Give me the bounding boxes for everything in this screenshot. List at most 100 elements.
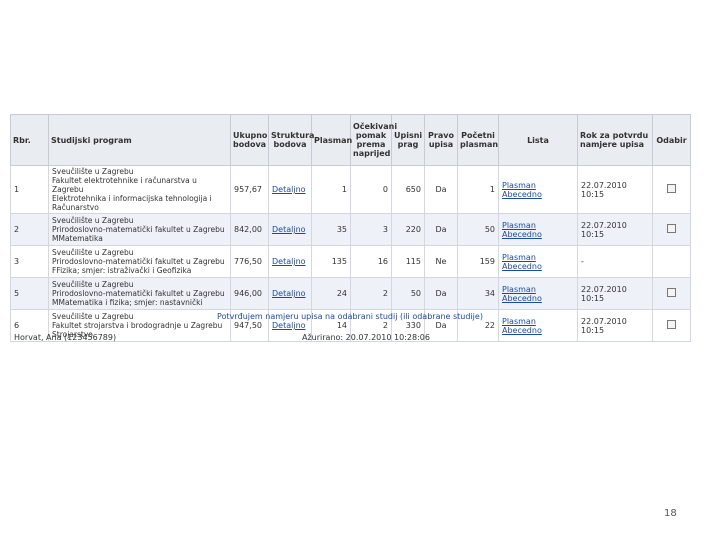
header-ocekivani: Očekivani pomak prema naprijed [350, 114, 397, 166]
cell-plasman: 24 [311, 277, 351, 310]
detaljno-link[interactable]: Detaljno [272, 225, 306, 234]
cell-pravo: Da [424, 165, 458, 214]
cell-pomak: 0 [350, 165, 392, 214]
cell-pomak: 3 [350, 213, 392, 246]
plasman-link[interactable]: Plasman [502, 316, 536, 326]
cell-pomak: 16 [350, 245, 392, 278]
header-prag: Upisni prag [391, 114, 425, 166]
cell-lista: Plasman Abecedno [498, 309, 578, 342]
select-checkbox[interactable] [667, 320, 676, 329]
plasman-link[interactable]: Plasman [502, 284, 536, 294]
cell-rbr: 1 [10, 165, 49, 214]
plasman-link[interactable]: Plasman [502, 180, 536, 190]
header-odabir: Odabir [652, 114, 691, 166]
cell-struktura: Detaljno [268, 213, 312, 246]
cell-prag: 650 [391, 165, 425, 214]
cell-lista: Plasman Abecedno [498, 213, 578, 246]
cell-program: Sveučilište u Zagrebu Fakultet strojarst… [48, 309, 231, 342]
abecedno-link[interactable]: Abecedno [502, 189, 542, 199]
header-program: Studijski program [48, 114, 231, 166]
cell-ukupno: 957,67 [230, 165, 269, 214]
cell-prag: 220 [391, 213, 425, 246]
cell-odabir [652, 245, 691, 278]
table-row: 1 Sveučilište u Zagrebu Fakultet elektrot… [10, 165, 691, 214]
cell-pravo: Ne [424, 245, 458, 278]
cell-plasman: 1 [311, 165, 351, 214]
abecedno-link[interactable]: Abecedno [502, 229, 542, 239]
cell-plasman: 135 [311, 245, 351, 278]
table-body: 1 Sveučilište u Zagrebu Fakultet elektrot… [10, 165, 691, 342]
cell-pocetni: 1 [457, 165, 499, 214]
cell-pocetni: 22 [457, 309, 499, 342]
abecedno-link[interactable]: Abecedno [502, 325, 542, 335]
page-number: 18 [664, 508, 677, 519]
cell-pomak: 2 [350, 277, 392, 310]
cell-rbr: 3 [10, 245, 49, 278]
cell-struktura: Detaljno [268, 165, 312, 214]
table-header-row: Rbr. Studijski program Ukupno bodova Str… [10, 114, 691, 166]
table-row: 6 Sveučilište u Zagrebu Fakultet strojars… [10, 309, 691, 342]
cell-pravo: Da [424, 213, 458, 246]
cell-pravo: Da [424, 277, 458, 310]
header-pravo: Pravo upisa [424, 114, 458, 166]
confirm-enrollment-link[interactable]: Potvrđujem namjeru upisa na odabrani stu… [10, 312, 690, 321]
cell-struktura: Detaljno [268, 245, 312, 278]
header-ukupno: Ukupno bodova [230, 114, 269, 166]
table-row: 5 Sveučilište u Zagrebu Prirodoslovno-mat… [10, 277, 691, 310]
cell-program: Sveučilište u Zagrebu Prirodoslovno-mate… [48, 245, 231, 278]
cell-rok: - [577, 245, 653, 278]
cell-rok: 22.07.2010 10:15 [577, 213, 653, 246]
last-updated: Ažurirano: 20.07.2010 10:28:06 [302, 333, 430, 342]
detaljno-link[interactable]: Detaljno [272, 321, 306, 330]
header-lista: Lista [498, 114, 578, 166]
cell-lista: Plasman Abecedno [498, 165, 578, 214]
header-rbr: Rbr. [10, 114, 49, 166]
cell-pocetni: 159 [457, 245, 499, 278]
cell-struktura: Detaljno [268, 277, 312, 310]
cell-rbr: 5 [10, 277, 49, 310]
header-plasman: Plasman [311, 114, 352, 166]
select-checkbox[interactable] [667, 288, 676, 297]
table-row: 3 Sveučilište u Zagrebu Prirodoslovno-mat… [10, 245, 691, 278]
cell-pocetni: 34 [457, 277, 499, 310]
detaljno-link[interactable]: Detaljno [272, 257, 306, 266]
detaljno-link[interactable]: Detaljno [272, 289, 306, 298]
header-pocetni: Početni plasman [457, 114, 499, 166]
table-row: 2 Sveučilište u Zagrebu Prirodoslovno-mat… [10, 213, 691, 246]
user-name: Horvat, Ana (123456789) [14, 333, 117, 342]
confirm-enrollment-text[interactable]: Potvrđujem namjeru upisa na odabrani stu… [217, 312, 483, 321]
cell-odabir [652, 309, 691, 342]
select-checkbox[interactable] [667, 224, 676, 233]
cell-ukupno: 947,50 [230, 309, 269, 342]
plasman-link[interactable]: Plasman [502, 252, 536, 262]
cell-program: Sveučilište u Zagrebu Prirodoslovno-mate… [48, 213, 231, 246]
cell-rok: 22.07.2010 10:15 [577, 277, 653, 310]
cell-rok: 22.07.2010 10:15 [577, 165, 653, 214]
cell-prag: 330 [391, 309, 425, 342]
cell-plasman: 35 [311, 213, 351, 246]
abecedno-link[interactable]: Abecedno [502, 293, 542, 303]
cell-program: Sveučilište u Zagrebu Prirodoslovno-mate… [48, 277, 231, 310]
cell-rbr: 6 [10, 309, 49, 342]
abecedno-link[interactable]: Abecedno [502, 261, 542, 271]
cell-lista: Plasman Abecedno [498, 245, 578, 278]
cell-rbr: 2 [10, 213, 49, 246]
cell-ukupno: 946,00 [230, 277, 269, 310]
cell-prag: 115 [391, 245, 425, 278]
plasman-link[interactable]: Plasman [502, 220, 536, 230]
cell-prag: 50 [391, 277, 425, 310]
cell-ukupno: 776,50 [230, 245, 269, 278]
select-checkbox[interactable] [667, 184, 676, 193]
cell-pocetni: 50 [457, 213, 499, 246]
cell-ukupno: 842,00 [230, 213, 269, 246]
cell-program: Sveučilište u Zagrebu Fakultet elektrote… [48, 165, 231, 214]
header-struktura: Struktura bodova [268, 114, 314, 166]
detaljno-link[interactable]: Detaljno [272, 185, 306, 194]
enrollment-table: Rbr. Studijski program Ukupno bodova Str… [10, 114, 691, 342]
cell-rok: 22.07.2010 10:15 [577, 309, 653, 342]
cell-struktura: Detaljno [268, 309, 312, 342]
header-rok: Rok za potvrdu namjere upisa [577, 114, 653, 166]
cell-odabir [652, 165, 691, 214]
cell-odabir [652, 213, 691, 246]
results-panel: Rbr. Studijski program Ukupno bodova Str… [10, 114, 691, 342]
